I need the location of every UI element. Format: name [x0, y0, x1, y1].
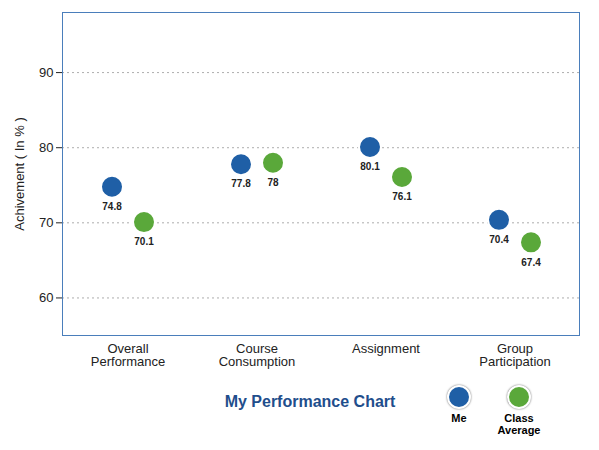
- svg-text:GroupParticipation: GroupParticipation: [479, 341, 551, 369]
- html-text:Class Average: Class Average: [497, 412, 541, 436]
- svg-text:90: 90: [39, 65, 53, 80]
- svg-text:60: 60: [39, 290, 53, 305]
- svg-text:Assignment: Assignment: [352, 341, 420, 356]
- svg-text:80: 80: [39, 140, 53, 155]
- svg-text:67.4: 67.4: [521, 257, 541, 268]
- svg-text:80.1: 80.1: [360, 161, 380, 172]
- svg-text:70.4: 70.4: [489, 234, 509, 245]
- svg-text:70.1: 70.1: [134, 236, 154, 247]
- svg-text:Achivement ( In % ): Achivement ( In % ): [12, 117, 27, 230]
- html-text:My Performance Chart: My Performance Chart: [224, 393, 396, 410]
- svg-text:74.8: 74.8: [102, 201, 122, 212]
- svg-text:78: 78: [267, 177, 279, 188]
- svg-text:76.1: 76.1: [392, 191, 412, 202]
- svg-text:OverallPerformance: OverallPerformance: [91, 341, 165, 369]
- svg-text:70: 70: [39, 215, 53, 230]
- html-text:Me: Me: [451, 412, 467, 424]
- svg-text:CourseConsumption: CourseConsumption: [219, 341, 296, 369]
- svg-text:77.8: 77.8: [231, 178, 251, 189]
